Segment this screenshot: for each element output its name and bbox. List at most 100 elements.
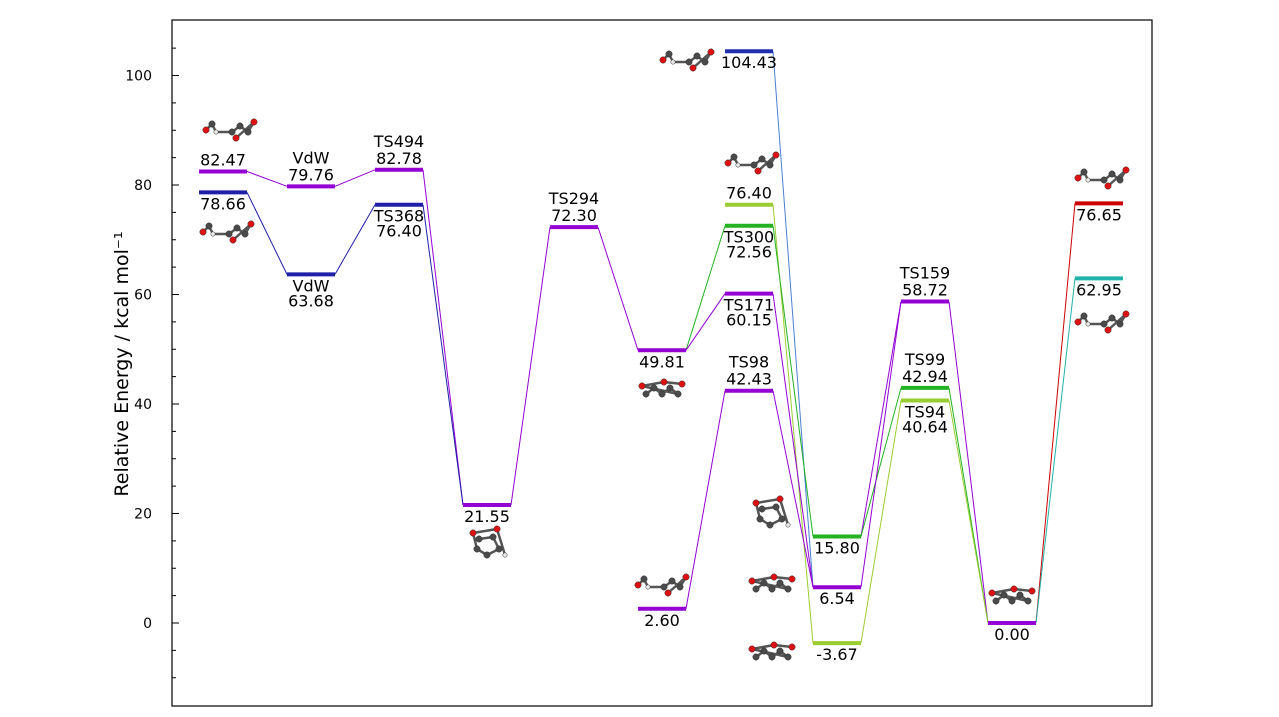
bond (751, 575, 775, 583)
atom (236, 122, 244, 130)
bond (991, 587, 1015, 595)
atom (1008, 597, 1016, 605)
connector-prod-104-int-6 (772, 51, 814, 588)
atom (766, 521, 774, 529)
atom (693, 52, 701, 60)
connector-ts300-int-15 (772, 225, 814, 537)
bond (641, 384, 679, 396)
atom (685, 58, 693, 66)
value-label-prod-76b: 76.65 (1076, 205, 1122, 224)
value-label-ts494: 82.78 (376, 149, 422, 168)
bond (641, 380, 665, 388)
bond (991, 591, 1029, 603)
atom (665, 50, 673, 58)
mol-prod-62 (1074, 310, 1130, 334)
atom (752, 585, 760, 593)
mol-int-m3 (748, 641, 796, 661)
atom (748, 577, 756, 585)
bond (667, 576, 687, 594)
connector-vdw-purple-ts494 (334, 169, 376, 187)
atom (992, 597, 1000, 605)
atom (1108, 170, 1116, 178)
connector-int-6-ts159 (860, 301, 902, 588)
name-label-ts99: TS99 (904, 350, 945, 369)
connector-lines (246, 51, 1076, 644)
atom (768, 585, 776, 593)
atom (210, 231, 216, 237)
y-axis-ticks: 0 20 40 60 80 100 (125, 47, 179, 679)
atom (1116, 320, 1124, 328)
atom (689, 64, 697, 72)
connector-ts94-glob-min (948, 400, 989, 624)
atom (770, 573, 778, 581)
mol-reactant-bottom (199, 220, 255, 244)
connector-glob-min-prod-62 (1035, 278, 1076, 624)
molecule-structures (199, 48, 1130, 661)
connector-react-purple-vdw-purple (246, 171, 288, 187)
atom (664, 589, 672, 597)
atom (660, 378, 668, 386)
atom (766, 161, 774, 169)
atom (785, 522, 791, 528)
bond (472, 527, 498, 535)
value-label-int-21: 21.55 (464, 507, 510, 526)
atom (674, 390, 682, 398)
atom (752, 499, 760, 507)
mol-reactant-top (202, 118, 258, 142)
atom (750, 161, 758, 169)
atom (1100, 320, 1108, 328)
atom (1122, 310, 1130, 318)
atom (645, 584, 651, 590)
atom (1104, 326, 1112, 334)
atom (758, 505, 766, 513)
name-label-vdw-blue: VdW (293, 276, 330, 295)
atom (247, 220, 255, 228)
mol-prod-104 (659, 48, 715, 72)
atom (758, 155, 766, 163)
name-label-ts494: TS494 (373, 132, 424, 151)
atom (244, 128, 252, 136)
connector-react-blue-vdw-blue (246, 192, 288, 275)
bond (495, 528, 507, 556)
atom (784, 653, 792, 661)
atom (1074, 318, 1082, 326)
atom (1085, 321, 1091, 327)
value-label-ts94: 40.64 (902, 417, 948, 436)
value-label-ts171: 60.15 (726, 311, 772, 330)
atom (213, 129, 219, 135)
value-label-glob-min: 0.00 (994, 625, 1030, 644)
atom (768, 653, 776, 661)
atom (788, 643, 796, 651)
bond (751, 579, 789, 591)
energy-levels: 82.4778.6679.76VdW63.68VdW82.78TS49476.4… (199, 49, 1123, 664)
value-label-vdw-purple: 79.76 (288, 165, 334, 184)
atom (658, 390, 666, 398)
name-label-ts368: TS368 (373, 207, 424, 226)
value-label-react-purple: 82.47 (200, 150, 246, 169)
atom (778, 515, 786, 523)
name-label-ts159: TS159 (899, 264, 950, 283)
atom (1024, 597, 1032, 605)
atom (232, 134, 240, 142)
atom (760, 647, 768, 655)
name-label-ts94: TS94 (904, 402, 945, 421)
bond (692, 51, 712, 69)
connector-ts171-int-6 (772, 293, 814, 588)
atom (1116, 176, 1124, 184)
value-label-int-6: 6.54 (819, 589, 855, 608)
atom (776, 579, 784, 587)
connector-ts368-int-21 (422, 204, 464, 506)
value-label-ts159: 58.72 (902, 281, 948, 300)
atom (1010, 585, 1018, 593)
atom (668, 577, 676, 585)
bond (1107, 169, 1127, 187)
connector-glob-min-prod-76b (1035, 203, 1076, 624)
atom (788, 575, 796, 583)
y-tick-label: 20 (134, 507, 152, 523)
y-tick-label: 0 (143, 616, 152, 632)
atom (650, 384, 658, 392)
atom (707, 48, 715, 56)
atom (659, 56, 667, 64)
value-label-ts99: 42.94 (902, 367, 948, 386)
atom (1085, 177, 1091, 183)
